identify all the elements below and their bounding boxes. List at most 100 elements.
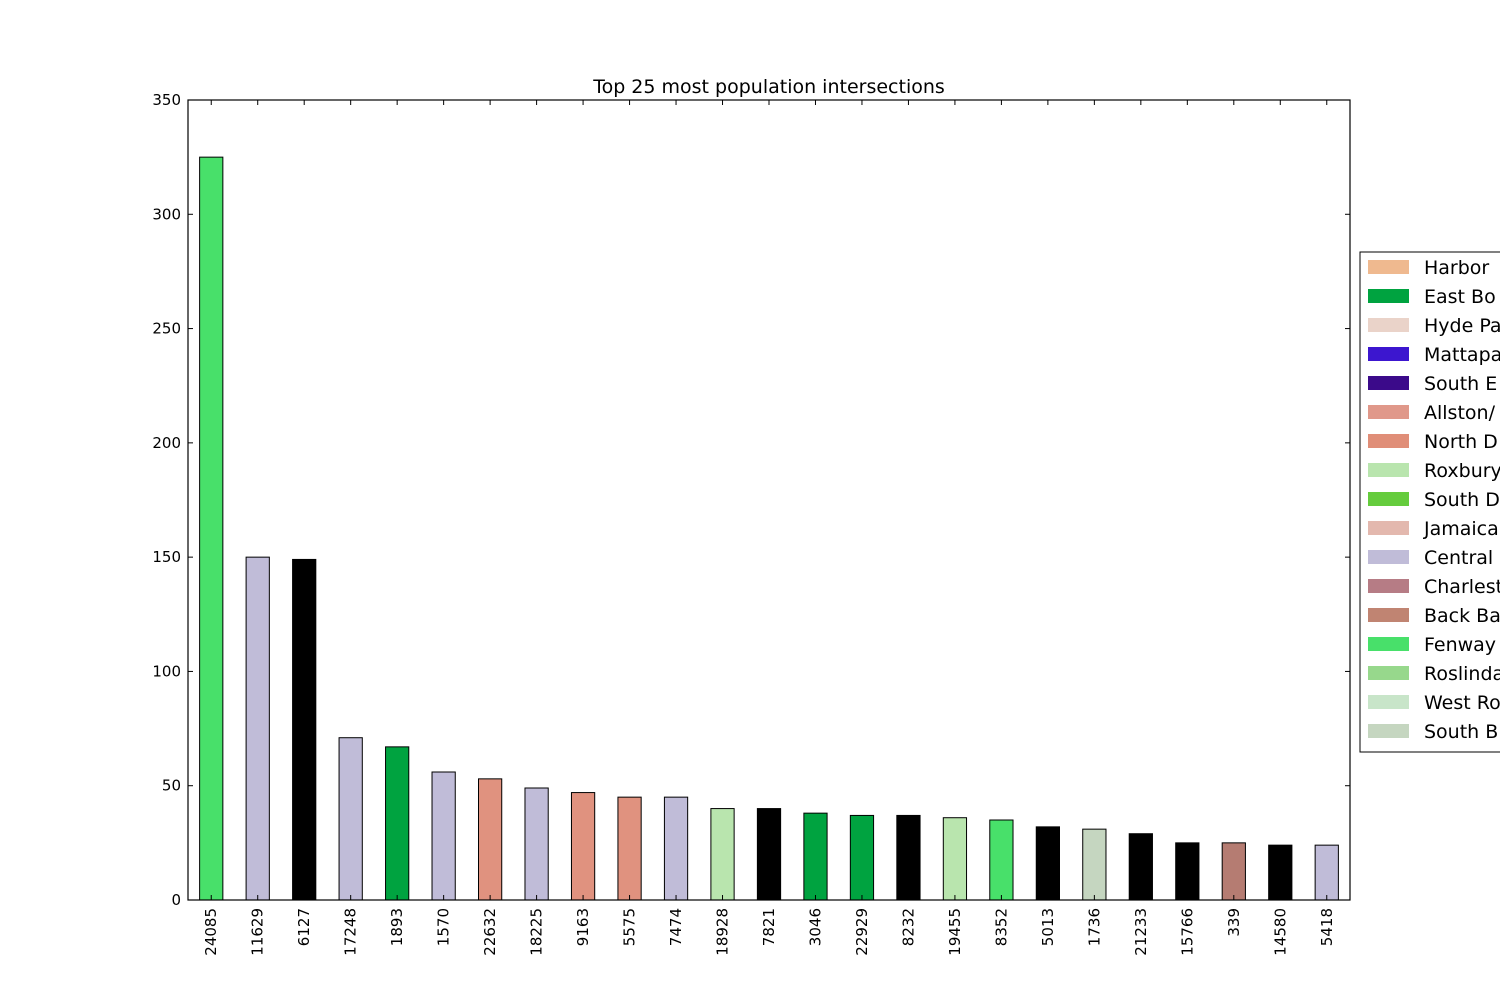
legend-label: Hyde Pa (1424, 315, 1500, 337)
y-tick-label: 300 (152, 205, 181, 223)
x-tick-label: 7474 (667, 908, 685, 946)
y-tick-label: 250 (152, 320, 181, 338)
legend-label: Harbor (1424, 257, 1489, 279)
x-tick-label: 19455 (946, 908, 964, 956)
x-tick-label: 3046 (806, 908, 824, 946)
bar-18225 (524, 787, 549, 901)
legend-swatch (1368, 724, 1409, 738)
x-tick-label: 9163 (574, 908, 592, 946)
y-axis: 0 50 100 150 200 250 300 350 (152, 91, 1350, 909)
y-tick-label: 0 (171, 891, 181, 909)
bar-24085 (199, 156, 224, 901)
legend-swatch (1368, 347, 1409, 361)
x-axis: 24085 11629 6127 17248 1893 1570 22632 18225 916… (202, 100, 1336, 956)
bar-8232 (896, 814, 921, 901)
legend-swatch (1368, 434, 1409, 448)
legend-swatch (1368, 463, 1409, 477)
legend-swatch (1368, 695, 1409, 709)
bar-9163 (570, 792, 596, 901)
legend-label: Back Ba (1424, 605, 1500, 627)
x-tick-label: 18928 (714, 908, 732, 956)
chart-title: Top 25 most population intersections (592, 76, 945, 98)
bar-19455 (942, 817, 968, 901)
legend-label: West Ro (1424, 692, 1500, 714)
x-tick-label: 7821 (760, 908, 778, 946)
legend-label: South D (1424, 489, 1500, 511)
y-tick-label: 50 (162, 777, 181, 795)
legend-label: Allston/ (1424, 402, 1496, 424)
plot-area-frame (187, 99, 1351, 901)
legend-swatch (1368, 376, 1409, 390)
bar-7474 (663, 796, 689, 901)
legend-label: East Bo (1424, 286, 1496, 308)
bar-5013 (1035, 826, 1061, 901)
y-tick-label: 350 (152, 91, 181, 109)
bar-11629 (245, 556, 270, 901)
x-tick-label: 5418 (1318, 908, 1336, 946)
legend-swatch (1368, 579, 1409, 593)
x-tick-label: 11629 (249, 908, 267, 956)
legend-swatch (1368, 521, 1409, 535)
legend-swatch (1368, 318, 1409, 332)
x-tick-label: 1893 (388, 908, 406, 946)
legend: Harbor East Bo Hyde Pa Mattapa South E Allsto… (1359, 251, 1500, 753)
bar-22632 (478, 778, 503, 901)
x-tick-label: 15766 (1178, 908, 1196, 956)
x-tick-label: 8352 (992, 908, 1010, 946)
bar-8352 (989, 819, 1014, 901)
legend-swatch (1368, 492, 1409, 506)
x-tick-label: 21233 (1132, 908, 1150, 956)
legend-swatch (1368, 550, 1409, 564)
x-tick-label: 17248 (342, 908, 360, 956)
x-tick-label: 339 (1225, 908, 1243, 937)
x-tick-label: 8232 (899, 908, 917, 946)
x-tick-label: 24085 (202, 908, 220, 956)
legend-swatch (1368, 289, 1409, 303)
x-tick-label: 5013 (1039, 908, 1057, 946)
legend-swatch (1368, 608, 1409, 622)
x-tick-label: 1736 (1085, 908, 1103, 946)
x-tick-label: 6127 (295, 908, 313, 946)
legend-swatch (1368, 666, 1409, 680)
legend-swatch (1368, 637, 1409, 651)
bar-339 (1221, 842, 1246, 901)
x-tick-label: 22929 (853, 908, 871, 956)
legend-label: Fenway (1424, 634, 1496, 656)
legend-label: Roxbury (1424, 460, 1500, 482)
x-tick-label: 1570 (435, 908, 453, 946)
bar-22929 (849, 814, 875, 901)
bar-1893 (385, 746, 410, 901)
bar-5418 (1314, 844, 1339, 901)
bar-7821 (756, 808, 782, 901)
bar-15766 (1175, 842, 1200, 901)
x-tick-label: 5575 (621, 908, 639, 946)
legend-label: Charlest (1424, 576, 1500, 598)
bar-1570 (431, 771, 456, 901)
y-tick-label: 100 (152, 662, 181, 680)
legend-label: Central (1424, 547, 1493, 569)
bar-5575 (617, 796, 642, 901)
legend-label: Mattapa (1424, 344, 1500, 366)
bar-17248 (338, 737, 363, 901)
y-tick-label: 150 (152, 548, 181, 566)
legend-label: Jamaica (1423, 518, 1499, 540)
x-tick-label: 14580 (1271, 908, 1289, 956)
bar-6127 (292, 558, 317, 901)
legend-label: South B (1424, 721, 1498, 743)
bar-1736 (1082, 828, 1107, 901)
x-tick-label: 18225 (528, 908, 546, 956)
x-tick-label: 22632 (481, 908, 499, 956)
bar-3046 (803, 812, 828, 901)
bar-21233 (1128, 833, 1153, 901)
y-tick-label: 200 (152, 434, 181, 452)
bar-14580 (1268, 844, 1293, 901)
bar-18928 (710, 808, 735, 901)
bars-layer (199, 156, 1339, 901)
legend-swatch (1368, 405, 1409, 419)
legend-swatch (1368, 260, 1409, 274)
legend-label: North D (1424, 431, 1498, 453)
legend-label: Roslinda (1424, 663, 1500, 685)
legend-label: South E (1424, 373, 1497, 395)
